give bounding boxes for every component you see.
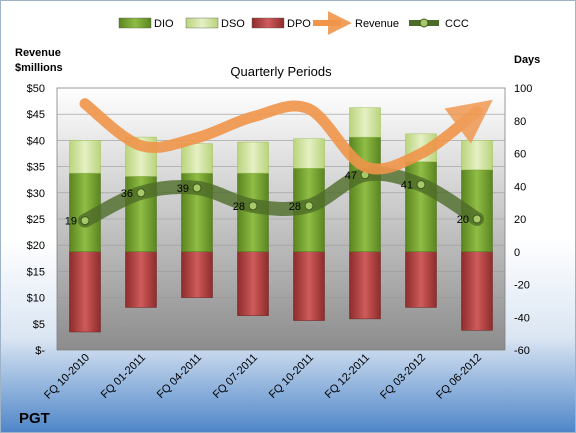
x-tick-label: FQ 04-2011 xyxy=(155,352,204,401)
legend-label-dpo: DPO xyxy=(287,18,311,30)
bar-dpo xyxy=(461,251,493,331)
bar-dso xyxy=(181,143,213,174)
left-axis-label-line1: Revenue xyxy=(15,47,61,59)
left-axis-label-line2: $millions xyxy=(15,62,63,74)
lines xyxy=(78,98,493,228)
bar-dpo xyxy=(405,251,437,308)
ccc-point xyxy=(192,183,202,193)
bar-dpo xyxy=(125,251,157,308)
ccc-data-label: 28 xyxy=(233,201,245,213)
x-tick-label: FQ 10-2010 xyxy=(42,352,92,402)
legend-label-dio: DIO xyxy=(154,18,174,30)
right-tick-label: 80 xyxy=(514,116,526,128)
bar-dso xyxy=(293,138,325,169)
x-tick-label: FQ 01-2011 xyxy=(99,352,148,401)
ccc-point xyxy=(304,201,314,211)
left-tick-label: $10 xyxy=(27,293,45,305)
x-tick-label: FQ 07-2011 xyxy=(211,352,260,401)
left-tick-label: $15 xyxy=(27,266,45,278)
left-tick-label: $30 xyxy=(27,188,45,200)
legend-swatch-dpo xyxy=(251,17,285,29)
right-tick-label: -60 xyxy=(514,345,530,357)
revenue-line xyxy=(79,98,493,175)
company-label: PGT xyxy=(19,410,50,427)
bar-dso xyxy=(461,140,493,171)
ccc-data-label: 28 xyxy=(289,201,301,213)
x-tick-label: FQ 10-2011 xyxy=(267,352,316,401)
bar-dpo xyxy=(293,251,325,321)
bar-dpo xyxy=(181,251,213,298)
left-tick-label: $35 xyxy=(27,162,45,174)
left-tick-label: $40 xyxy=(27,135,45,147)
left-tick-label: $20 xyxy=(27,240,45,252)
ccc-data-label: 41 xyxy=(401,180,413,192)
legend-label-revenue: Revenue xyxy=(355,18,399,30)
bar-dso xyxy=(349,107,381,138)
left-tick-label: $25 xyxy=(27,214,45,226)
x-tick-label: FQ 03-2012 xyxy=(378,352,428,402)
ccc-data-label: 20 xyxy=(457,214,469,226)
legend-label-dso: DSO xyxy=(221,18,245,30)
legend-swatch-dio xyxy=(118,17,152,29)
right-tick-label: 40 xyxy=(514,181,526,193)
ccc-data-label: 39 xyxy=(177,183,189,195)
ccc-point xyxy=(416,180,426,190)
ccc-data-label: 47 xyxy=(345,170,357,182)
bar-dpo xyxy=(69,251,101,333)
right-tick-label: 100 xyxy=(514,83,532,95)
left-tick-label: $5 xyxy=(33,319,45,331)
ccc-data-label: 36 xyxy=(121,188,133,200)
right-tick-label: -20 xyxy=(514,280,530,292)
x-tick-label: FQ 06-2012 xyxy=(434,352,484,402)
left-tick-label: $50 xyxy=(27,83,45,95)
ccc-point xyxy=(136,188,146,198)
right-axis-label: Days xyxy=(514,54,540,66)
legend-swatch-dso xyxy=(185,17,219,29)
right-tick-label: 20 xyxy=(514,214,526,226)
legend: DIO DSO DPO Revenue CCC xyxy=(118,11,469,35)
ccc-point xyxy=(248,201,258,211)
bar-dso xyxy=(69,140,101,174)
legend-label-ccc: CCC xyxy=(445,18,469,30)
right-tick-label: 0 xyxy=(514,247,520,259)
bar-dpo xyxy=(237,251,269,316)
right-tick-label: -40 xyxy=(514,312,530,324)
right-tick-label: 60 xyxy=(514,149,526,161)
bar-dpo xyxy=(349,251,381,320)
bar-dso xyxy=(237,141,269,174)
ccc-point xyxy=(80,216,90,226)
ccc-data-label: 19 xyxy=(65,216,77,228)
chart-title: Quarterly Periods xyxy=(230,64,332,79)
left-tick-label: $- xyxy=(35,345,45,357)
left-tick-label: $45 xyxy=(27,109,45,121)
legend-marker-ccc xyxy=(419,18,429,28)
ccc-point xyxy=(472,214,482,224)
x-tick-label: FQ 12-2011 xyxy=(323,352,372,401)
